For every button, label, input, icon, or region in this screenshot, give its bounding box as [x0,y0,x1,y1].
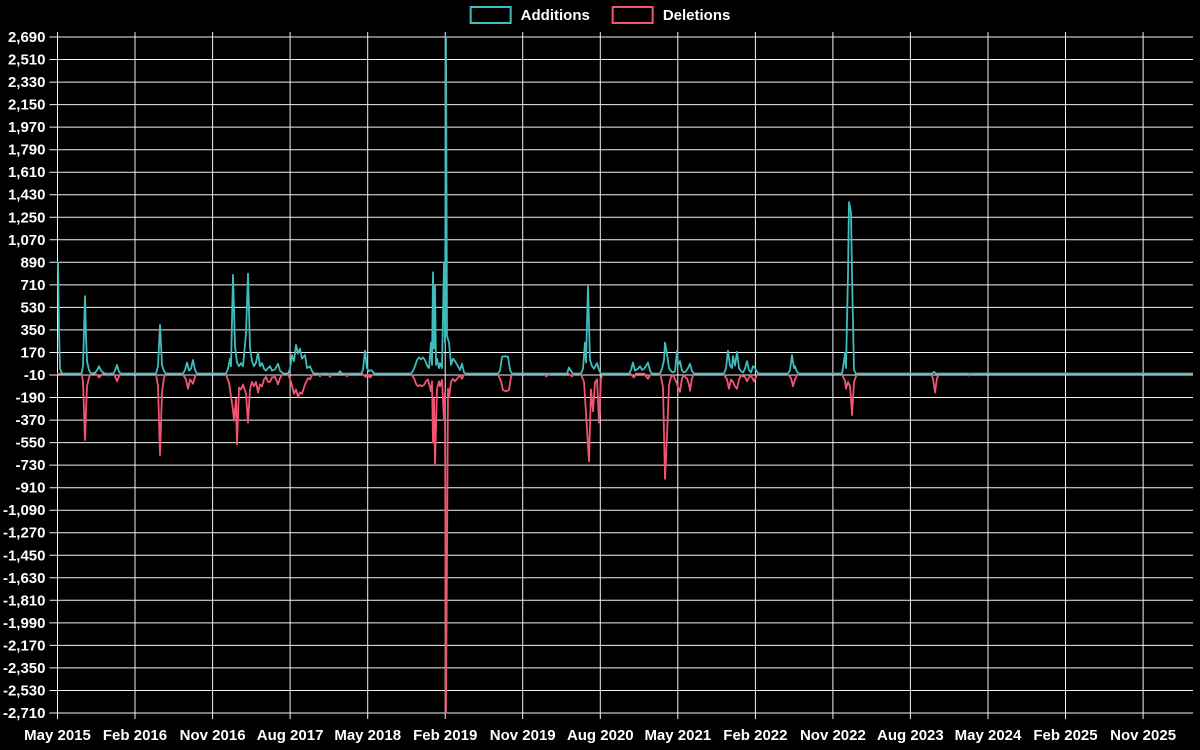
x-tick-label: Aug 2017 [257,727,324,744]
x-tick-label: Feb 2016 [103,727,167,744]
y-tick-label: -1,450 [3,547,46,564]
y-tick-label: -2,170 [3,637,46,654]
y-tick-label: 2,510 [8,52,46,69]
y-tick-label: -1,990 [3,615,46,632]
y-tick-label: -190 [15,390,45,407]
y-tick-label: 890 [20,254,45,271]
chart-legend: Additions Deletions [469,6,731,24]
legend-label-additions: Additions [520,6,590,24]
y-tick-label: 2,150 [8,97,46,114]
y-tick-label: 530 [20,299,45,316]
x-tick-label: May 2018 [334,727,401,744]
y-tick-label: -1,630 [3,570,46,587]
y-tick-label: 1,970 [8,119,46,136]
legend-item-additions[interactable]: Additions [469,6,590,24]
series-deletions-line [57,372,1193,714]
legend-swatch-deletions-icon [611,6,654,24]
legend-swatch-additions-icon [469,6,512,24]
y-tick-label: -10 [24,367,46,384]
x-tick-label: May 2015 [24,727,91,744]
x-tick-label: Nov 2022 [800,727,866,744]
x-tick-label: May 2024 [955,727,1022,744]
y-tick-label: -2,710 [3,705,46,722]
y-tick-label: 2,330 [8,74,46,91]
y-tick-label: -2,350 [3,660,46,677]
y-tick-label: -2,530 [3,683,46,700]
x-tick-label: Feb 2025 [1033,727,1097,744]
y-tick-label: -1,810 [3,592,46,609]
y-tick-label: 1,250 [8,209,46,226]
y-tick-label: 1,790 [8,142,46,159]
axis-labels: 2,690 2,510 2,330 2,150 1,970 1,790 1,610 1,430… [3,29,1176,744]
y-tick-label: 170 [20,345,45,362]
y-tick-label: 1,610 [8,164,46,181]
x-tick-label: Nov 2016 [180,727,246,744]
y-tick-label: 2,690 [8,29,46,46]
y-tick-label: -910 [15,480,45,497]
x-tick-label: Feb 2019 [413,727,477,744]
y-tick-label: 1,070 [8,232,46,249]
y-tick-label: 1,430 [8,187,46,204]
x-tick-label: Nov 2025 [1110,727,1176,744]
y-tick-label: -550 [15,435,45,452]
x-tick-label: Aug 2023 [877,727,944,744]
x-tick-label: Aug 2020 [567,727,634,744]
y-tick-label: 350 [20,322,45,339]
grid-lines [49,32,1193,719]
legend-item-deletions[interactable]: Deletions [611,6,731,24]
x-tick-label: May 2021 [644,727,711,744]
legend-label-deletions: Deletions [662,6,731,24]
x-tick-label: Feb 2022 [723,727,787,744]
y-tick-label: 710 [20,277,45,294]
y-tick-label: -1,090 [3,502,46,519]
y-tick-label: -370 [15,412,45,429]
series-additions-line [57,36,1193,375]
y-tick-label: -1,270 [3,525,46,542]
y-tick-label: -730 [15,457,45,474]
x-tick-label: Nov 2019 [490,727,556,744]
